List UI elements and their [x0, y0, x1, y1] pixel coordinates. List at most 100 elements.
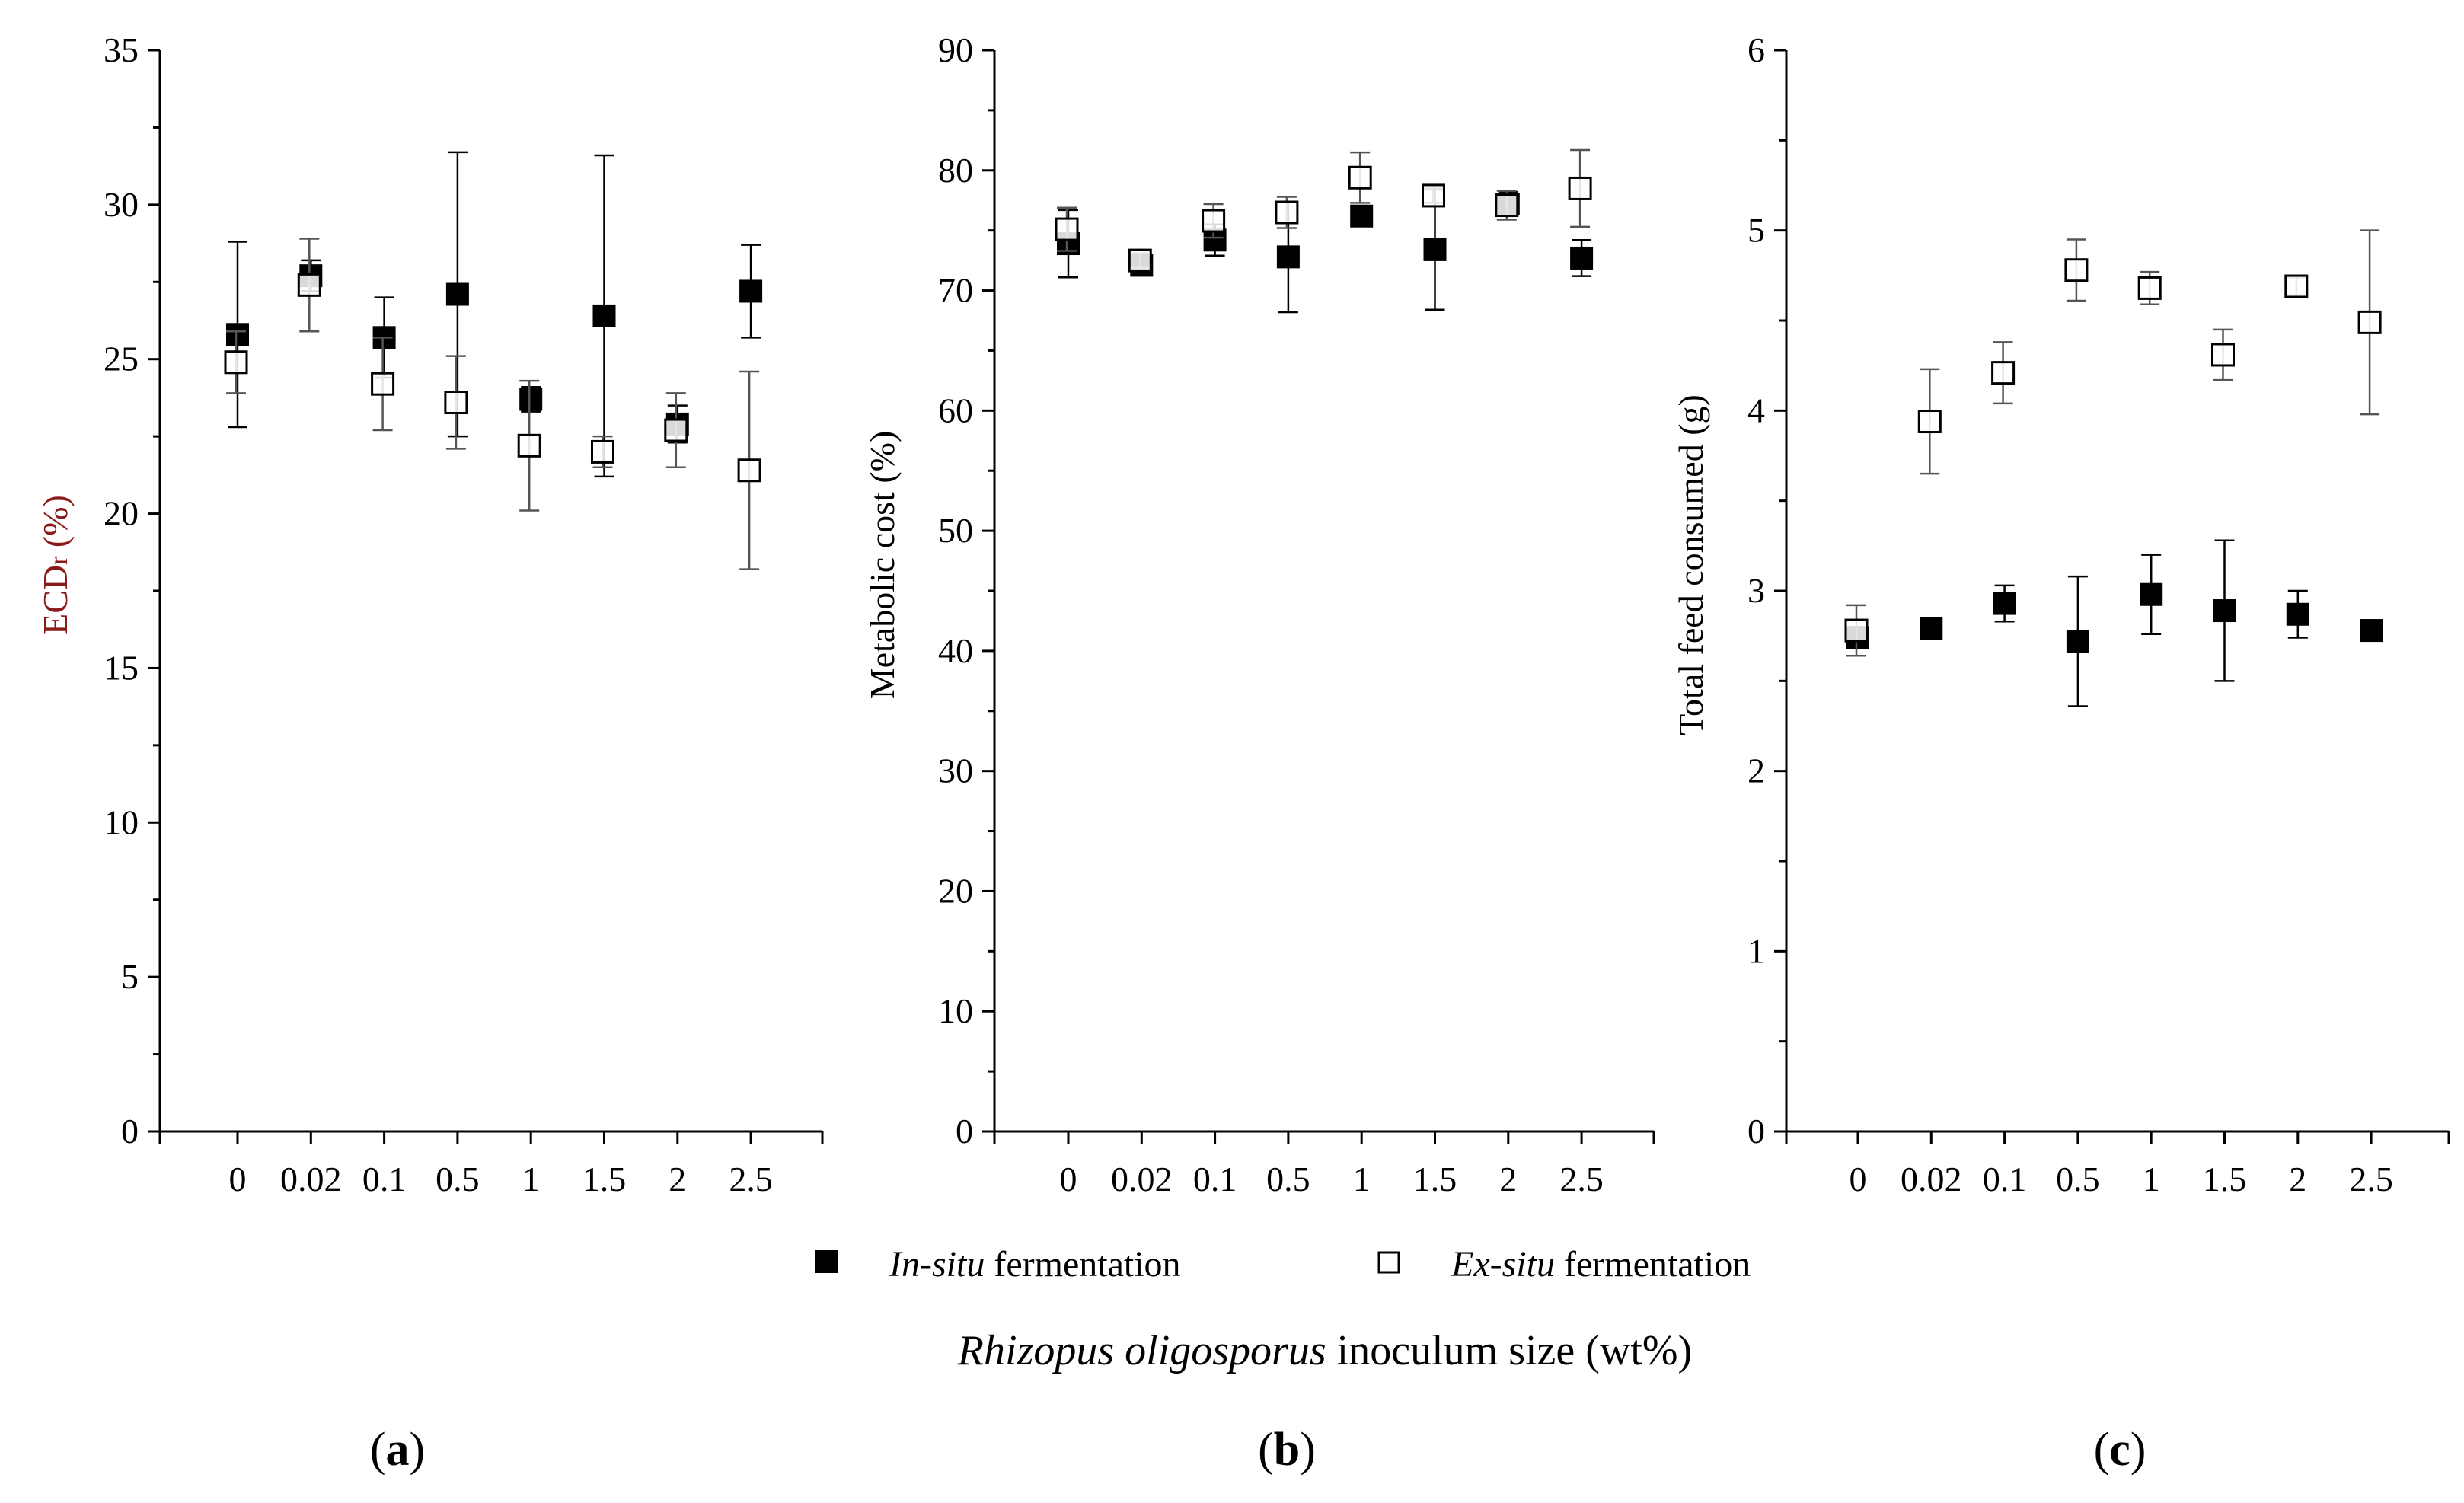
panel-b-ex-situ-point: [1202, 209, 1226, 233]
panel-a: ECDr (%) (a) 0 5 10 15 20 25 30 35 0 0.02 0.1 0.5 1 1…: [36, 30, 824, 1476]
panel-a-y-tick-label: 25: [104, 340, 139, 378]
panel-a-ex-situ-point: [371, 372, 395, 396]
panel-a-ex-situ-point: [444, 391, 468, 415]
panel-a-x-tick-label: 1: [522, 1160, 540, 1198]
panel-c-x-tick-label: 1.5: [2203, 1160, 2247, 1198]
x-axis-label: Rhizopus oligosporus inoculum size (wt%): [957, 1327, 1692, 1374]
panel-a-x-tick-label: 2: [669, 1160, 686, 1198]
panel-c-ex-situ-point: [1917, 410, 1942, 434]
panel-b-y-tick-label: 50: [938, 511, 973, 550]
panel-c-in-situ-point: [2213, 599, 2236, 623]
panel-c-x-tick-label: 0.5: [2056, 1160, 2100, 1198]
panel-b-y-tick-label: 40: [938, 631, 973, 670]
panel-a-caption: (a): [370, 1424, 425, 1476]
panel-a-in-situ-point: [592, 304, 616, 327]
panel-c-ex-situ-point: [1844, 618, 1869, 643]
panel-c-ex-situ-point: [2064, 258, 2089, 282]
panel-b-y-tick-label: 0: [956, 1112, 973, 1150]
panel-b-y-tick-label: 60: [938, 391, 973, 429]
panel-a-ex-situ-point: [591, 439, 614, 464]
panel-c-ex-situ-point: [1991, 361, 2016, 385]
panel-c-in-situ-point: [1993, 592, 2016, 615]
panel-a-in-situ-point: [226, 323, 249, 346]
panel-c-ex-situ-point: [2357, 310, 2382, 334]
panel-a-x-tick-label: 2.5: [729, 1160, 773, 1198]
panel-c-y-tick-label: 1: [1747, 931, 1765, 970]
panel-c-x-tick-label: 2: [2289, 1160, 2306, 1198]
panel-c-x-tick-label: 1: [2143, 1160, 2160, 1198]
panel-b-in-situ-point: [1276, 245, 1300, 269]
panel-b-y-tick-label: 70: [938, 271, 973, 310]
legend-marker-ex-situ: [1377, 1251, 1400, 1274]
panel-b-x-tick-label: 2: [1499, 1160, 1517, 1198]
panel-c-y-tick-label: 4: [1747, 391, 1765, 429]
panel-b: Metabolic cost (%) (b) 01020304050607080…: [863, 30, 1655, 1476]
panel-c-x-tick-label: 0.1: [1983, 1160, 2027, 1198]
panel-b-in-situ-point: [1570, 246, 1594, 270]
panel-a-ex-situ-point: [297, 273, 321, 297]
panel-c-in-situ-point: [2066, 630, 2089, 653]
panel-c-ex-situ-point: [2211, 343, 2235, 367]
panel-a-y-tick-label: 35: [104, 30, 139, 69]
panel-a-y-tick-label: 30: [104, 185, 139, 224]
panel-b-ex-situ-point: [1055, 217, 1079, 241]
panel-a-in-situ-point: [519, 388, 543, 411]
legend: In-situ fermentation Ex-situ fermentatio…: [815, 1244, 1751, 1284]
panel-b-ylabel: Metabolic cost (%): [863, 431, 902, 700]
panel-a-in-situ-point: [739, 279, 763, 303]
panel-b-ex-situ-point: [1348, 165, 1372, 190]
panel-a-y-tick-label: 15: [104, 648, 139, 687]
panel-b-ex-situ-point: [1422, 183, 1445, 208]
panel-b-in-situ-point: [1423, 238, 1447, 261]
panel-b-x-tick-label: 0: [1060, 1160, 1077, 1198]
panel-a-x-tick-label: 0: [229, 1160, 247, 1198]
panel-c-ylabel: Total feed consumed (g): [1671, 394, 1710, 736]
panel-b-x-tick-label: 1: [1353, 1160, 1371, 1198]
panel-c-ex-situ-point: [2137, 276, 2162, 300]
panel-a-ex-situ-point: [664, 418, 688, 442]
panel-a-x-tick-label: 0.5: [436, 1160, 480, 1198]
panel-a-y-tick-label: 0: [121, 1112, 139, 1150]
panel-b-y-tick-label: 10: [938, 991, 973, 1030]
panel-c-x-tick-label: 0.02: [1901, 1160, 1962, 1198]
panel-a-x-tick-label: 0.02: [280, 1160, 342, 1198]
panel-c-ex-situ-point: [2284, 274, 2309, 298]
panel-b-x-tick-label: 1.5: [1413, 1160, 1457, 1198]
panel-b-ex-situ-point: [1568, 176, 1592, 200]
panel-a-ex-situ-point: [517, 433, 541, 458]
panel-b-ex-situ-point: [1495, 193, 1519, 218]
panel-b-y-tick-label: 30: [938, 752, 973, 790]
panel-b-y-tick-label: 20: [938, 871, 973, 910]
panel-a-ex-situ-point: [737, 458, 761, 483]
panel-a-ex-situ-point: [224, 350, 248, 375]
panel-b-y-tick-label: 80: [938, 151, 973, 190]
panel-c-caption: (c): [2094, 1424, 2146, 1476]
panel-b-ex-situ-point: [1128, 248, 1152, 273]
panel-a-y-tick-label: 10: [104, 803, 139, 841]
panel-b-in-situ-point: [1350, 204, 1374, 228]
panel-b-x-tick-label: 2.5: [1559, 1160, 1604, 1198]
panel-c-y-tick-label: 3: [1747, 571, 1765, 610]
panel-c-in-situ-point: [1920, 617, 1943, 640]
legend-label-ex-situ: Ex-situ fermentation: [1451, 1244, 1751, 1284]
panel-a-x-tick-label: 1.5: [582, 1160, 627, 1198]
panel-a-y-tick-label: 5: [121, 957, 139, 996]
panel-b-x-tick-label: 0.5: [1266, 1160, 1310, 1198]
panel-b-y-tick-label: 90: [938, 30, 973, 69]
panel-b-x-tick-label: 0.1: [1193, 1160, 1237, 1198]
panel-c-in-situ-point: [2360, 619, 2383, 643]
panel-a-ylabel: ECDr (%): [36, 495, 75, 635]
panel-c-y-tick-label: 0: [1747, 1112, 1765, 1150]
panel-c-in-situ-point: [2286, 602, 2309, 626]
panel-c-y-tick-label: 6: [1747, 30, 1765, 69]
panel-a-x-tick-label: 0.1: [362, 1160, 407, 1198]
panel-b-x-tick-label: 0.02: [1111, 1160, 1173, 1198]
panel-c-y-tick-label: 2: [1747, 752, 1765, 790]
panel-a-y-tick-label: 20: [104, 494, 139, 533]
panel-c: Total feed consumed (g) (c) 0 1 2 3 4 5 6 0 0.02…: [1671, 30, 2450, 1476]
panel-c-in-situ-point: [2140, 582, 2163, 606]
panel-c-x-tick-label: 2.5: [2349, 1160, 2393, 1198]
legend-marker-in-situ: [815, 1250, 838, 1273]
